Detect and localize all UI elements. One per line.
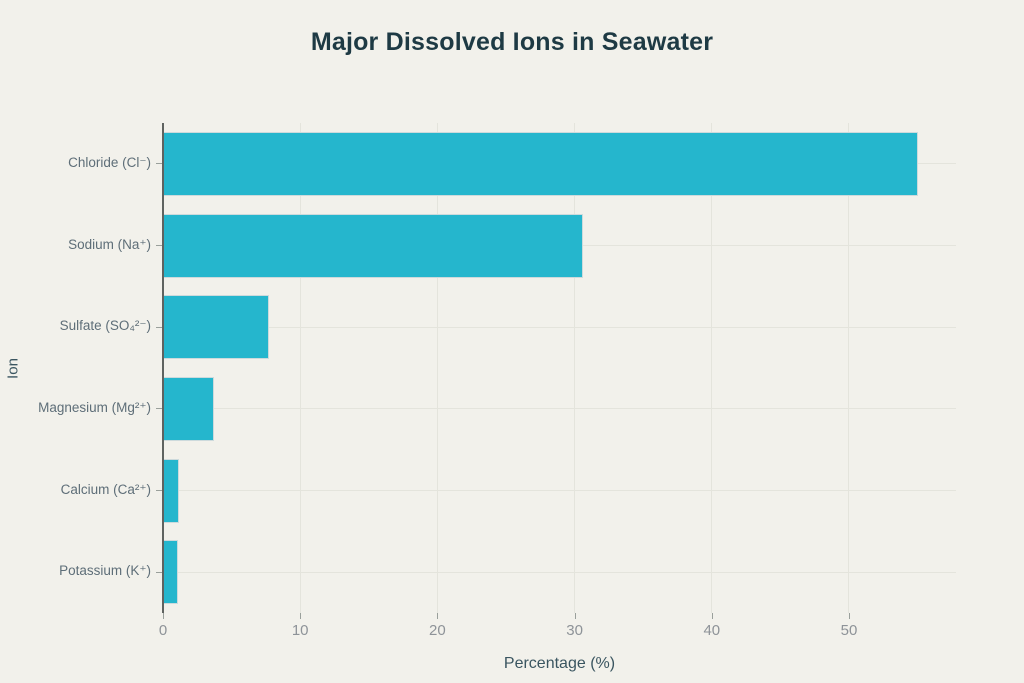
category-label: Chloride (Cl⁻) xyxy=(68,154,151,170)
category-label: Sodium (Na⁺) xyxy=(68,236,151,252)
y-axis-line xyxy=(161,123,164,613)
y-gridline xyxy=(163,571,956,573)
bar xyxy=(163,458,180,523)
y-axis-tick xyxy=(156,490,162,491)
category-label: Magnesium (Mg²⁺) xyxy=(38,399,151,415)
y-axis-tick xyxy=(156,245,162,246)
bar xyxy=(163,213,583,278)
x-tick-label: 20 xyxy=(429,622,446,639)
y-axis-tick xyxy=(156,326,162,328)
x-gridline xyxy=(848,123,850,613)
x-tick-label: 30 xyxy=(566,622,583,639)
x-tick-label: 0 xyxy=(158,622,168,639)
bar xyxy=(163,540,179,605)
y-axis-tick xyxy=(156,408,162,410)
x-gridline xyxy=(711,123,713,613)
y-axis-tick xyxy=(156,571,162,573)
chart-title: Major Dissolved Ions in Seawater xyxy=(310,28,714,56)
x-tick-label: 10 xyxy=(291,622,309,639)
category-label: Calcium (Ca²⁺) xyxy=(60,481,151,497)
y-gridline xyxy=(163,490,956,491)
x-tick-label: 40 xyxy=(703,622,721,639)
x-axis-tick xyxy=(711,613,713,619)
x-gridline xyxy=(299,123,301,613)
y-gridline xyxy=(163,408,956,410)
y-axis-tick xyxy=(156,163,162,165)
x-axis-tick xyxy=(437,613,439,619)
x-axis-title: Percentage (%) xyxy=(503,655,616,672)
x-axis-tick xyxy=(574,613,576,619)
x-axis-tick xyxy=(300,613,302,619)
x-gridline xyxy=(436,123,438,613)
x-tick-label: 50 xyxy=(840,622,858,639)
bar xyxy=(163,295,269,360)
category-label: Sulfate (SO₄²⁻) xyxy=(59,318,151,334)
x-gridline xyxy=(574,123,576,613)
bar xyxy=(163,376,214,441)
x-axis-tick xyxy=(848,613,850,619)
x-axis-tick xyxy=(163,613,164,619)
bar xyxy=(163,131,918,196)
category-label: Potassium (K⁺) xyxy=(59,563,151,579)
y-gridline xyxy=(163,326,956,328)
